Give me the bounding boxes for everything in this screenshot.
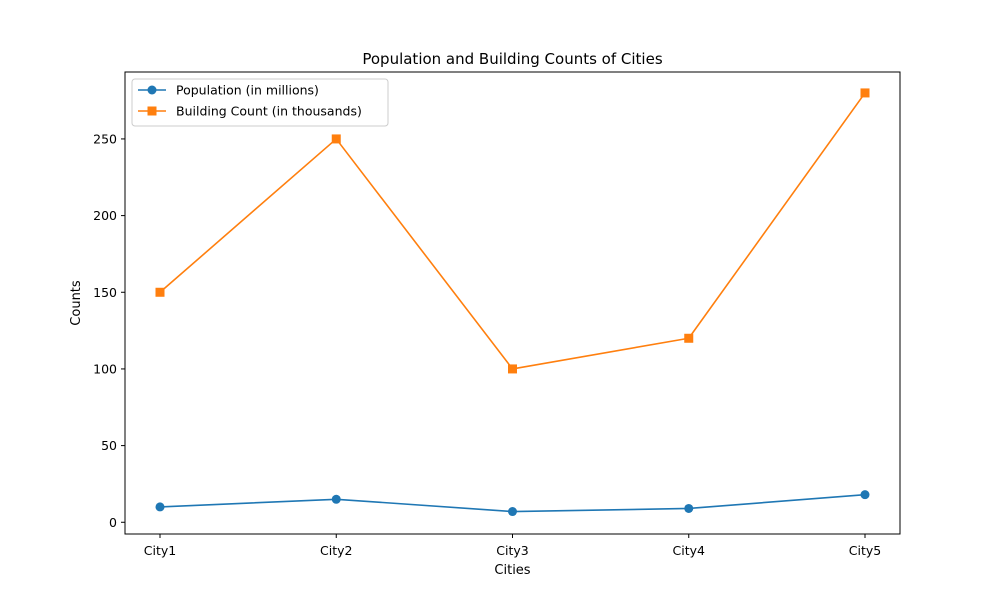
data-point [155,287,165,297]
legend-label: Building Count (in thousands) [176,104,362,119]
y-tick-label: 200 [93,208,117,223]
x-tick-label: City3 [496,543,528,558]
data-point [508,507,517,517]
x-tick-label: City2 [320,543,352,558]
legend-box [131,78,389,127]
data-point [331,494,341,504]
y-tick-label: 50 [101,438,117,453]
data-point [508,364,517,374]
y-tick-label: 250 [93,131,117,146]
data-point [860,88,870,98]
legend-label: Population (in millions) [176,83,319,98]
data-point [331,134,341,144]
x-tick-label: City5 [849,543,881,558]
y-tick-label: 100 [93,361,117,376]
plot-area: City1 City2 City3 City4 City5 0 50 100 150 200 250 [93,88,881,558]
data-point [684,333,694,343]
legend-marker [147,106,157,116]
data-point [684,503,694,513]
y-axis-label: Counts [69,280,84,326]
y-tick-label: 0 [109,515,117,530]
y-tick-label: 150 [93,285,117,300]
plot-frame [124,71,901,535]
x-tick-label: City1 [144,543,176,558]
x-axis-label: Cities [494,563,530,578]
data-point [860,490,870,500]
legend: Population (in millions) Building Count (… [131,78,389,127]
x-tick-label: City4 [673,543,705,558]
data-point [155,502,165,512]
chart-title: Population and Building Counts of Cities [362,50,662,68]
legend-marker [147,85,157,95]
